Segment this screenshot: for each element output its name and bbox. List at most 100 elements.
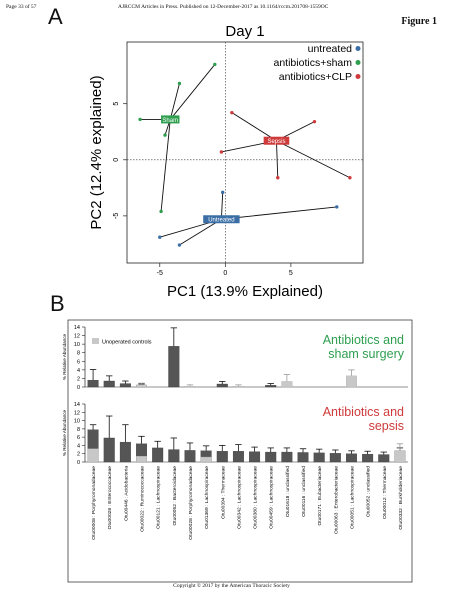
pca-spider-line	[160, 119, 171, 212]
pca-y-tick-label: 0	[113, 158, 120, 162]
page-number: Page 33 of 57	[6, 4, 37, 10]
bar-treated	[329, 453, 341, 463]
pca-y-tick-label: 5	[113, 102, 120, 106]
bar-y-tick-label: 4	[77, 443, 80, 449]
pca-plot-frame	[126, 41, 364, 264]
pca-x-axis-label: PC1 (13.9% Explained)	[167, 283, 323, 300]
sham-panel-title-line1: Antibiotics and	[323, 333, 404, 347]
pca-centroid-label-box	[263, 136, 290, 145]
otu-category-label: Otu00063 : Enterobacteriaceae	[333, 466, 339, 534]
relative-abundance-bar-charts: 0 2 4 6 8 10 12 14 % Relative Abundance Unoperate…	[62, 319, 413, 583]
bar-treated	[265, 385, 277, 388]
pca-legend-label: antibiotics+CLP	[279, 71, 352, 83]
bar-y-tick-label: 10	[74, 419, 80, 425]
bar-unoperated-control	[184, 385, 196, 388]
otu-category-label: Otu00380 : Lachnospiraceae	[253, 466, 259, 529]
pca-legend-marker	[355, 46, 361, 51]
copyright-footer: Copyright © 2017 by the American Thoraci…	[173, 583, 290, 589]
bar-y-tick-label: 6	[77, 359, 80, 365]
pca-x-tick-label: 0	[223, 270, 227, 277]
pca-sample-point	[158, 235, 162, 239]
otu-category-label: Otu00342 : Lachnospiraceae	[236, 466, 242, 529]
otu-category-label: Otu00052 : Bacteroidaceae	[172, 466, 178, 526]
bar-y-tick-label: 0	[77, 385, 80, 391]
otu-category-label: Otu00008 : Porphyromonadaceae	[91, 466, 97, 540]
bar-y-tick-label: 12	[74, 334, 80, 340]
pca-centroid-label: Untreated	[208, 218, 234, 224]
otu-category-label: Otu01618 : unclassified	[285, 466, 291, 517]
pca-sample-point	[177, 81, 182, 86]
otu-category-label: Otu00052 : unclassified	[366, 466, 372, 517]
legend-swatch-unoperated	[92, 338, 99, 344]
pca-sample-point	[138, 117, 142, 122]
bar-y-axis-label-sepsis: % Relative Abundance	[62, 409, 67, 456]
bar-y-tick-label: 8	[77, 351, 80, 357]
bar-treated	[297, 452, 309, 463]
bar-treated	[103, 437, 115, 463]
pca-x-tick-label: -5	[157, 270, 163, 277]
pca-title: Day 1	[225, 23, 264, 40]
pca-spider-line	[276, 140, 351, 179]
pca-y-tick-label: -5	[113, 213, 120, 219]
otu-category-label: Otu00332 : Burkholderiaceae	[398, 466, 404, 530]
bar-y-tick-label: 6	[77, 435, 80, 441]
bar-treated	[378, 454, 390, 463]
bar-treated	[168, 346, 180, 388]
otu-category-label: Otu00028 : Porphyromonadaceae	[188, 466, 194, 540]
pca-legend-marker	[355, 74, 361, 79]
pca-scatter-plot: Day 1 -5 0 5 -5 0 5 PC1 (13.9% Explained) PC2 (1…	[88, 23, 364, 300]
bar-y-tick-label: 8	[77, 427, 80, 433]
pca-x-tick-label: 5	[289, 270, 293, 277]
bar-y-tick-label: 2	[77, 452, 80, 458]
pca-centroid-label: Sham	[162, 118, 178, 124]
pca-centroid-label-box	[203, 215, 240, 224]
bar-unoperated-control	[200, 456, 212, 463]
pca-y-axis-label: PC2 (12.4% explained)	[88, 75, 105, 229]
bar-treated	[168, 449, 180, 463]
pca-spider-line	[221, 206, 337, 220]
bar-treated	[103, 380, 115, 388]
pca-sample-point	[230, 110, 234, 115]
bar-y-tick-label: 0	[77, 460, 80, 466]
bar-treated	[362, 453, 374, 463]
bar-treated	[281, 451, 293, 463]
sepsis-panel-title-line1: Antibiotics and	[323, 405, 404, 419]
pca-sample-point	[219, 150, 224, 154]
bar-y-tick-label: 10	[74, 342, 80, 348]
bar-treated	[345, 453, 357, 463]
bar-unoperated-control	[345, 375, 357, 388]
pca-sample-point	[177, 243, 182, 247]
bar-treated	[249, 451, 261, 463]
pca-sample-point	[163, 133, 167, 137]
otu-category-label: Otu00116 : unclassified	[301, 466, 307, 517]
pca-sample-point	[312, 119, 317, 124]
otu-category-label: Otu00459 : Lachnospiraceae	[269, 466, 275, 529]
pca-spider-line	[169, 83, 180, 120]
pca-centroid-label: Sepsis	[267, 139, 285, 145]
pca-sample-point	[213, 62, 217, 67]
pca-sample-point	[221, 190, 225, 195]
bar-y-axis-label-sham: % Relative Abundance	[62, 333, 67, 380]
otu-category-label: Otu00446 : Acidobacteria	[123, 466, 129, 521]
otu-category-label: Otu00121 : Lachnospiraceae	[156, 466, 162, 529]
otu-category-label: Otu01369 : Lachnospiraceae	[204, 466, 210, 529]
bar-unoperated-control	[136, 456, 148, 463]
bar-treated	[232, 451, 244, 463]
bar-treated	[119, 441, 131, 463]
otu-category-label: Otu00394 : Thermaceae	[220, 466, 226, 519]
pca-sample-point	[348, 176, 352, 180]
figure-label: Figure 1	[401, 16, 437, 27]
pca-spider-line	[220, 192, 224, 220]
panel-a-letter: A	[48, 4, 63, 29]
bar-y-tick-label: 2	[77, 376, 80, 382]
bar-treated	[216, 383, 228, 388]
pca-sample-point	[159, 209, 163, 214]
bar-y-tick-label: 4	[77, 368, 80, 374]
bar-treated	[119, 383, 131, 388]
otu-category-label: Otu00012 : Thermaceae	[382, 466, 388, 519]
sepsis-panel-title-line2: sepsis	[369, 419, 404, 433]
journal-citation-line: AJRCCM Articles in Press. Published on 1…	[118, 4, 329, 10]
panel-b-frame	[67, 319, 413, 583]
pca-legend-label: untreated	[308, 43, 353, 55]
pca-spider-line	[231, 112, 277, 142]
